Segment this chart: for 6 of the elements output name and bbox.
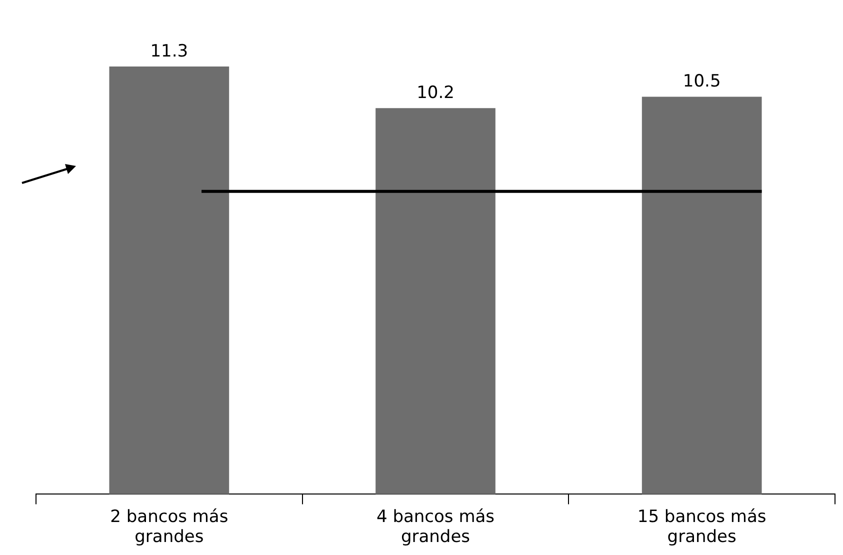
- x-tick-label: 4 bancos más grandes: [376, 506, 495, 548]
- data-label: 10.2: [416, 83, 454, 104]
- data-label: 10.5: [682, 72, 721, 92]
- data-label: 11.3: [150, 41, 188, 62]
- x-tick-label: 15 bancos más grandes: [637, 506, 766, 548]
- x-tick-label: 2 bancos más grandes: [110, 506, 228, 548]
